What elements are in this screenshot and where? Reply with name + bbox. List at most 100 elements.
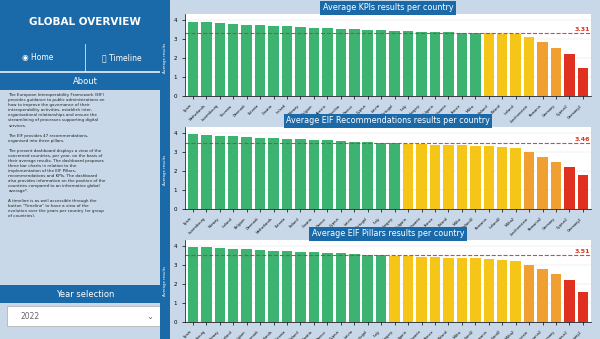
Bar [497,147,508,209]
Bar [322,253,332,322]
Text: 2022: 2022 [20,312,40,321]
Bar [416,257,427,322]
Bar [564,167,575,209]
Bar [295,139,306,209]
Bar [497,260,508,322]
Text: Average results: Average results [163,155,167,184]
Bar [268,251,279,322]
Bar [403,256,413,322]
Bar [470,258,481,322]
Bar [376,143,386,209]
X-axis label: COUNTRIES: COUNTRIES [372,239,404,243]
Bar [335,254,346,322]
Bar [215,136,225,209]
Text: Average results: Average results [163,266,167,296]
Bar [376,30,386,96]
Text: GLOBAL OVERVIEW: GLOBAL OVERVIEW [29,17,141,27]
Bar [511,261,521,322]
Bar [282,139,292,209]
Bar [551,274,561,322]
Bar [349,142,359,209]
Title: Average KPIs results per country: Average KPIs results per country [323,3,453,12]
Bar [322,28,332,96]
Bar [362,30,373,96]
Bar [308,252,319,322]
Bar [470,146,481,209]
Bar [268,26,279,96]
Bar [349,29,359,96]
Bar [457,258,467,322]
Bar [416,32,427,96]
Bar [578,67,588,96]
Bar [524,37,535,96]
Bar [215,248,225,322]
Bar [295,252,306,322]
Bar [362,255,373,322]
Bar [376,255,386,322]
Bar [443,32,454,96]
Title: Average EIF Recommendations results per country: Average EIF Recommendations results per … [286,116,490,125]
Bar [241,25,252,96]
Bar [215,23,225,96]
Bar [511,35,521,96]
FancyBboxPatch shape [0,0,170,44]
Bar [228,24,238,96]
Bar [403,31,413,96]
FancyBboxPatch shape [0,44,170,71]
Bar [188,22,198,96]
Text: ⌄: ⌄ [146,312,153,321]
Bar [470,33,481,96]
Bar [564,54,575,96]
Bar [551,48,561,96]
Bar [255,25,265,96]
Bar [578,175,588,209]
Bar [188,246,198,322]
Bar [443,145,454,209]
Bar [524,265,535,322]
Bar [308,140,319,209]
Bar [241,250,252,322]
Bar [389,256,400,322]
Bar [443,258,454,322]
Bar [188,134,198,209]
Bar [295,27,306,96]
Bar [511,148,521,209]
Bar [255,250,265,322]
Bar [457,33,467,96]
Bar [228,136,238,209]
Bar [362,142,373,209]
Bar [564,280,575,322]
Bar [201,247,212,322]
Text: The European Interoperability Framework (EIF)
provides guidance to public admini: The European Interoperability Framework … [8,93,106,218]
Text: 3.51: 3.51 [574,250,590,254]
Text: 🔖 Timeline: 🔖 Timeline [103,53,142,62]
Bar [282,251,292,322]
FancyBboxPatch shape [0,73,170,90]
Bar [484,259,494,322]
Bar [241,137,252,209]
Bar [335,141,346,209]
Bar [308,27,319,96]
Bar [430,144,440,209]
Bar [457,145,467,209]
FancyBboxPatch shape [160,0,170,339]
Text: About: About [73,77,97,86]
Bar [228,249,238,322]
Text: 3.46: 3.46 [574,137,590,142]
Bar [578,292,588,322]
Bar [349,254,359,322]
Bar [551,162,561,209]
Bar [322,140,332,209]
Bar [538,157,548,209]
X-axis label: COUNTRIES: COUNTRIES [372,125,404,131]
Bar [255,138,265,209]
FancyBboxPatch shape [7,306,163,326]
Bar [201,135,212,209]
Text: Average results: Average results [163,43,167,73]
Bar [403,144,413,209]
Bar [430,257,440,322]
Bar [484,146,494,209]
Bar [389,31,400,96]
Bar [430,32,440,96]
Text: ◉ Home: ◉ Home [22,53,53,62]
